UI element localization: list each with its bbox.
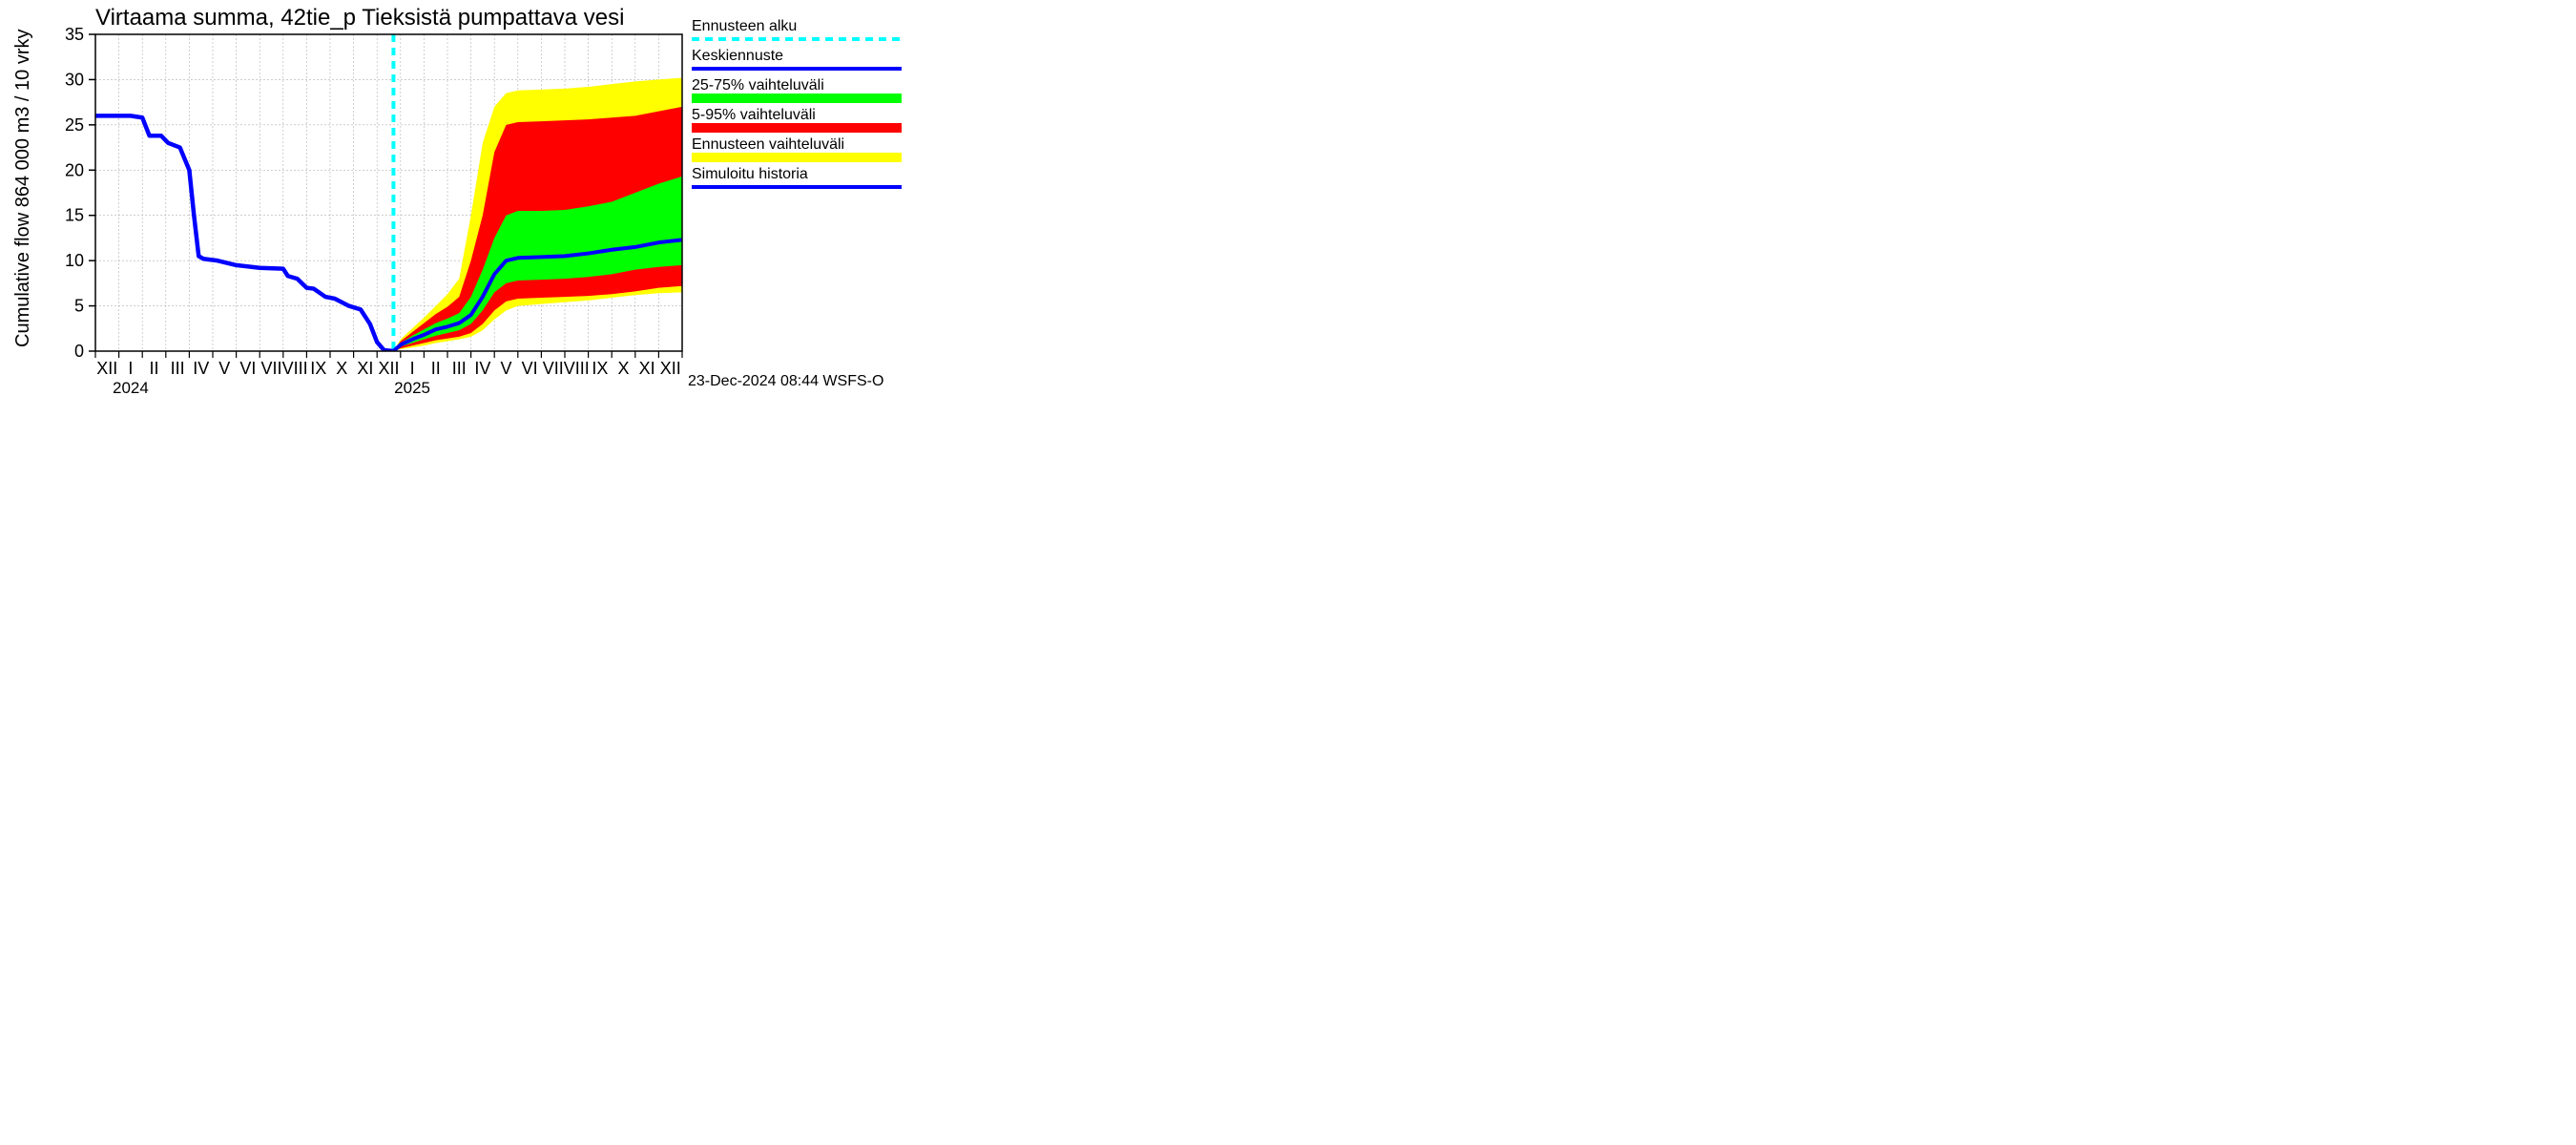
x-tick-label: IV	[474, 359, 490, 378]
x-tick-label: II	[149, 359, 158, 378]
legend-item-label: Ennusteen alku	[692, 18, 797, 34]
x-year-label: 2024	[113, 379, 149, 397]
x-tick-label: X	[336, 359, 347, 378]
legend-item-label: 25-75% vaihteluväli	[692, 77, 824, 94]
y-axis-label: Cumulative flow 864 000 m3 / 10 vrky	[12, 30, 33, 348]
x-tick-label: IV	[193, 359, 209, 378]
x-tick-label: III	[452, 359, 467, 378]
x-tick-label: XII	[378, 359, 399, 378]
legend-item-label: Ennusteen vaihteluväli	[692, 136, 844, 153]
y-tick-label: 25	[65, 115, 84, 135]
y-tick-label: 0	[74, 342, 84, 361]
x-tick-label: XII	[96, 359, 117, 378]
x-tick-label: IX	[592, 359, 608, 378]
x-tick-label: VI	[239, 359, 256, 378]
x-tick-label: V	[218, 359, 230, 378]
legend-swatch	[692, 123, 902, 133]
x-tick-label: XI	[357, 359, 373, 378]
x-tick-label: XI	[639, 359, 655, 378]
chart-title: Virtaama summa, 42tie_p Tieksistä pumpat…	[95, 5, 624, 31]
x-tick-label: VI	[522, 359, 538, 378]
x-tick-label: XII	[660, 359, 681, 378]
x-tick-label: III	[171, 359, 185, 378]
x-tick-label: X	[617, 359, 629, 378]
x-year-label: 2025	[394, 379, 430, 397]
x-tick-label: V	[500, 359, 511, 378]
chart-footer: 23-Dec-2024 08:44 WSFS-O	[688, 373, 883, 389]
y-tick-label: 15	[65, 206, 84, 225]
y-tick-label: 35	[65, 25, 84, 44]
legend-swatch	[692, 94, 902, 103]
x-tick-label: IX	[310, 359, 326, 378]
x-tick-label: VIII	[564, 359, 590, 378]
forecast-chart: 05101520253035XIIIIIIIIIVVVIVIIVIIIIXXXI…	[0, 0, 1431, 636]
y-tick-label: 20	[65, 160, 84, 179]
y-tick-label: 10	[65, 251, 84, 270]
x-tick-label: I	[128, 359, 133, 378]
legend-item-label: 5-95% vaihteluväli	[692, 107, 816, 123]
x-tick-label: VIII	[282, 359, 308, 378]
x-tick-label: I	[410, 359, 415, 378]
x-tick-label: VII	[543, 359, 564, 378]
legend-swatch	[692, 153, 902, 162]
x-tick-label: VII	[260, 359, 281, 378]
y-tick-label: 5	[74, 297, 84, 316]
chart-svg: 05101520253035XIIIIIIIIIVVVIVIIVIIIIXXXI…	[0, 0, 1431, 636]
legend-item-label: Keskiennuste	[692, 48, 783, 64]
legend-item-label: Simuloitu historia	[692, 166, 808, 182]
y-tick-label: 30	[65, 70, 84, 89]
x-tick-label: II	[431, 359, 441, 378]
